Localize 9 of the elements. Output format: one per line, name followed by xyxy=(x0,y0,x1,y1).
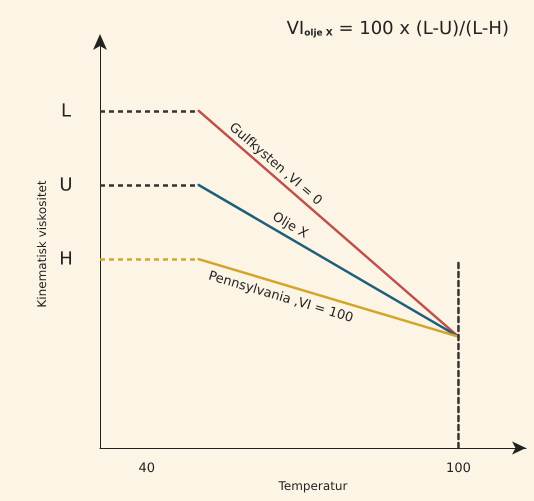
chart-title: VIolje X = 100 x (L-U)/(L-H) xyxy=(286,18,510,39)
ref-line-label: L xyxy=(60,100,72,122)
x-axis-title: Temperatur xyxy=(278,478,348,493)
text: Olje X xyxy=(270,209,310,242)
ref-line-label: U xyxy=(59,174,73,196)
y-axis-title: Kinematisk viskositet xyxy=(35,180,49,308)
x-tick-label: 100 xyxy=(446,461,471,476)
ref-line-label: H xyxy=(59,248,73,270)
x-tick-label: 40 xyxy=(138,461,156,476)
